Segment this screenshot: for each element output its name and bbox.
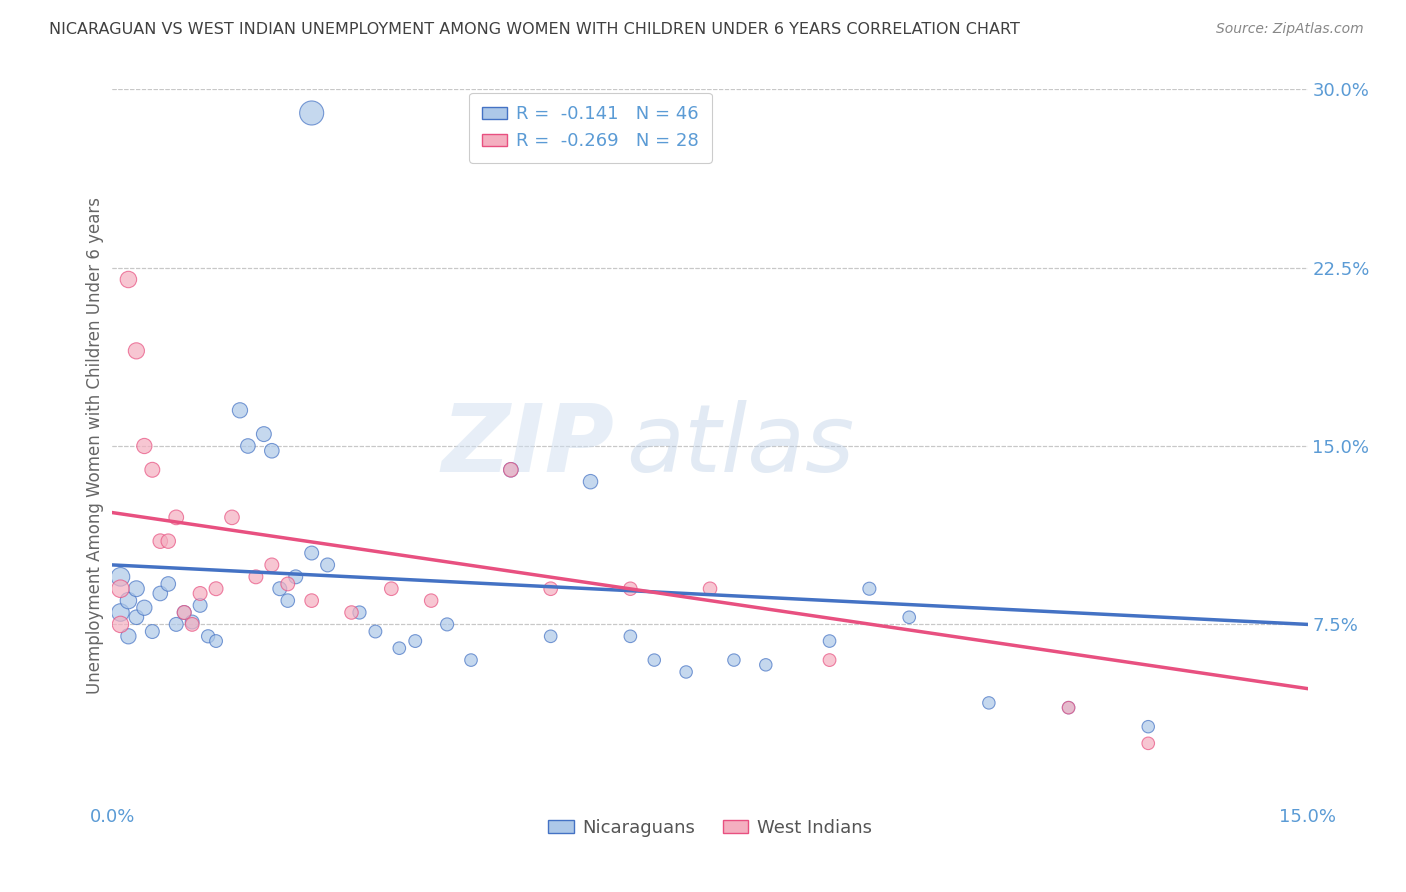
Text: ZIP: ZIP <box>441 400 614 492</box>
Point <box>540 582 562 596</box>
Point <box>818 653 841 667</box>
Point <box>436 617 458 632</box>
Point <box>499 463 522 477</box>
Point <box>277 577 299 591</box>
Point <box>117 593 139 607</box>
Point <box>188 599 211 613</box>
Point <box>643 653 665 667</box>
Point <box>340 606 363 620</box>
Point <box>110 570 132 584</box>
Point <box>380 582 402 596</box>
Point <box>110 582 132 596</box>
Point <box>110 606 132 620</box>
Point <box>197 629 219 643</box>
Point <box>149 534 172 549</box>
Point <box>898 610 921 624</box>
Legend: Nicaraguans, West Indians: Nicaraguans, West Indians <box>541 812 879 844</box>
Point <box>755 657 778 672</box>
Point <box>117 272 139 286</box>
Point <box>125 343 148 358</box>
Point <box>277 593 299 607</box>
Point <box>205 582 228 596</box>
Point <box>316 558 339 572</box>
Point <box>181 615 204 629</box>
Point <box>165 617 187 632</box>
Point <box>540 629 562 643</box>
Point <box>284 570 307 584</box>
Point <box>157 577 180 591</box>
Point <box>253 427 276 442</box>
Point <box>579 475 602 489</box>
Point <box>157 534 180 549</box>
Point <box>364 624 387 639</box>
Point <box>141 624 163 639</box>
Point <box>1057 700 1080 714</box>
Point <box>404 634 426 648</box>
Text: atlas: atlas <box>627 401 855 491</box>
Point <box>269 582 291 596</box>
Point <box>236 439 259 453</box>
Point <box>173 606 195 620</box>
Point <box>125 582 148 596</box>
Point <box>1057 700 1080 714</box>
Point <box>149 586 172 600</box>
Text: Source: ZipAtlas.com: Source: ZipAtlas.com <box>1216 22 1364 37</box>
Point <box>460 653 482 667</box>
Point <box>1137 720 1160 734</box>
Point <box>699 582 721 596</box>
Point <box>260 443 283 458</box>
Point <box>165 510 187 524</box>
Point <box>818 634 841 648</box>
Point <box>301 106 323 120</box>
Point <box>229 403 252 417</box>
Text: NICARAGUAN VS WEST INDIAN UNEMPLOYMENT AMONG WOMEN WITH CHILDREN UNDER 6 YEARS C: NICARAGUAN VS WEST INDIAN UNEMPLOYMENT A… <box>49 22 1021 37</box>
Point <box>977 696 1000 710</box>
Point <box>349 606 371 620</box>
Point <box>141 463 163 477</box>
Point <box>619 629 641 643</box>
Point <box>188 586 211 600</box>
Point <box>260 558 283 572</box>
Point <box>125 610 148 624</box>
Point <box>205 634 228 648</box>
Y-axis label: Unemployment Among Women with Children Under 6 years: Unemployment Among Women with Children U… <box>86 197 104 695</box>
Point <box>301 593 323 607</box>
Point <box>388 641 411 656</box>
Point <box>301 546 323 560</box>
Point <box>134 439 156 453</box>
Point <box>420 593 443 607</box>
Point <box>858 582 880 596</box>
Point <box>619 582 641 596</box>
Point <box>134 600 156 615</box>
Point <box>110 617 132 632</box>
Point <box>221 510 243 524</box>
Point <box>675 665 697 679</box>
Point <box>117 629 139 643</box>
Point <box>499 463 522 477</box>
Point <box>245 570 267 584</box>
Point <box>723 653 745 667</box>
Point <box>1137 736 1160 750</box>
Point <box>181 617 204 632</box>
Point <box>173 606 195 620</box>
